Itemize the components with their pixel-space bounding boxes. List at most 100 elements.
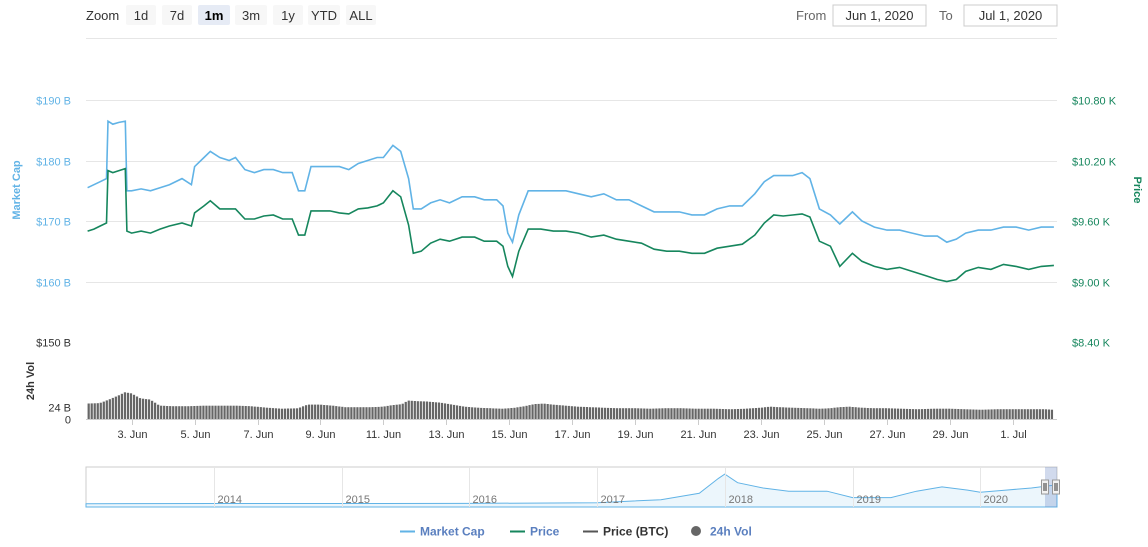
navigator-year-label: 2020: [984, 494, 1008, 506]
volume-bar: [437, 402, 441, 419]
volume-bar: [670, 408, 673, 419]
zoom-3m-button[interactable]: 3m: [235, 5, 267, 25]
volume-bar: [425, 401, 428, 419]
volume-bar: [667, 408, 670, 419]
volume-bar: [474, 407, 477, 419]
zoom-1y-button[interactable]: 1y: [273, 5, 303, 25]
volume-bar: [163, 405, 166, 419]
volume-bar: [969, 409, 972, 419]
volume-bar: [431, 402, 435, 419]
navigator-selection[interactable]: [1045, 467, 1057, 507]
volume-bar: [311, 404, 314, 419]
volume-bar: [546, 404, 549, 419]
volume-bar: [715, 408, 718, 419]
volume-bar: [664, 408, 667, 419]
zoom-1d-button[interactable]: 1d: [126, 5, 156, 25]
volume-bar: [872, 408, 875, 419]
volume-bar: [175, 406, 178, 419]
volume-bar: [1029, 409, 1032, 419]
volume-bar: [628, 408, 631, 419]
volume-bar: [144, 399, 148, 419]
volume-bar: [863, 407, 866, 419]
volume-bar: [815, 408, 818, 419]
navigator[interactable]: 2014 2015 2016 2017 2018 2019 2020: [85, 466, 1060, 508]
volume-bar: [1032, 409, 1035, 419]
zoom-all-button[interactable]: ALL: [346, 5, 376, 25]
volume-bar: [899, 408, 903, 419]
volume-bar: [401, 403, 404, 419]
volume-bar: [766, 406, 770, 419]
price-tick-label: $9.60 K: [1072, 217, 1111, 229]
market-cap-tick-label: $180 B: [36, 157, 71, 169]
volume-bar: [353, 407, 356, 419]
volume-bar: [555, 404, 558, 419]
legend: Market Cap Price Price (BTC) 24h Vol: [400, 525, 752, 539]
volume-bar: [612, 408, 616, 419]
volume-bar: [661, 408, 664, 419]
volume-bar: [455, 405, 459, 419]
volume-bar: [398, 404, 401, 419]
volume-bar: [833, 407, 836, 419]
volume-bar: [1020, 409, 1023, 419]
navigator-left-handle[interactable]: [1041, 479, 1049, 495]
volume-bar: [154, 402, 157, 419]
volume-bar: [751, 408, 755, 419]
volume-bar: [634, 408, 637, 419]
volume-bar: [567, 405, 570, 419]
volume-bar: [981, 409, 984, 419]
volume-bar: [341, 406, 344, 419]
volume-bar: [591, 407, 595, 419]
volume-bar: [380, 406, 383, 419]
volume-bar: [371, 407, 374, 419]
volume-bar: [809, 408, 812, 419]
zoom-button-label: 3m: [242, 8, 260, 23]
volume-bar: [836, 407, 839, 419]
volume-bar: [573, 406, 576, 419]
volume-bar: [788, 407, 791, 419]
volume-bar: [773, 406, 776, 419]
volume-bar: [703, 408, 706, 419]
volume-bar: [220, 405, 223, 419]
volume-bar: [504, 408, 507, 419]
volume-bar: [483, 408, 486, 419]
volume-bar: [697, 408, 700, 419]
volume-bar: [235, 405, 238, 419]
legend-24h-vol[interactable]: 24h Vol: [691, 525, 752, 539]
zoom-1m-button[interactable]: 1m: [198, 5, 230, 25]
volume-bar: [1002, 409, 1005, 419]
zoom-ytd-button[interactable]: YTD: [308, 5, 340, 25]
legend-label: 24h Vol: [710, 525, 752, 539]
volume-bar: [990, 409, 993, 419]
from-date-input[interactable]: Jun 1, 2020: [832, 4, 927, 27]
volume-bar: [241, 405, 244, 419]
legend-price-btc[interactable]: Price (BTC): [583, 525, 668, 539]
x-tick-label: 3. Jun: [118, 429, 148, 441]
legend-price[interactable]: Price: [510, 525, 560, 539]
volume-bar: [377, 406, 380, 419]
volume-bar: [407, 400, 410, 419]
volume-bar: [534, 404, 537, 419]
volume-bar: [232, 405, 235, 419]
volume-bar: [851, 407, 854, 419]
legend-market-cap[interactable]: Market Cap: [400, 525, 485, 539]
volume-bar: [917, 409, 921, 419]
navigator-right-handle[interactable]: [1052, 479, 1060, 495]
volume-bar: [440, 402, 444, 419]
volume-bar: [794, 407, 797, 419]
volume-bar: [757, 407, 761, 419]
volume-bar: [582, 406, 586, 419]
volume-bar: [295, 408, 299, 419]
volume-bar: [603, 407, 607, 419]
volume-bar: [323, 405, 326, 419]
volume-bar: [742, 408, 746, 419]
to-date-input[interactable]: Jul 1, 2020: [963, 4, 1058, 27]
volume-bar: [259, 407, 262, 419]
volume-bar: [543, 403, 546, 419]
volume-bar: [99, 402, 102, 419]
zoom-7d-button[interactable]: 7d: [162, 5, 192, 25]
volume-bar: [1005, 409, 1008, 419]
volume-bar: [522, 406, 525, 419]
volume-bar: [631, 408, 634, 419]
volume-bar: [169, 406, 172, 419]
volume-bar: [957, 409, 960, 419]
